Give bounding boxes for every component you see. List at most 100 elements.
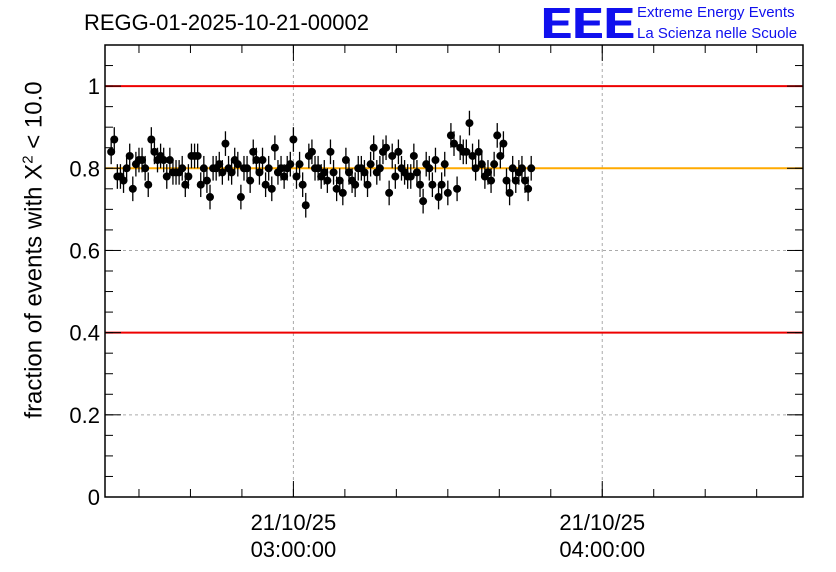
marker <box>264 164 273 173</box>
data-point <box>341 147 350 173</box>
marker <box>233 160 242 169</box>
data-point <box>474 139 483 165</box>
data-point <box>416 172 425 198</box>
data-point <box>147 127 156 152</box>
marker <box>412 168 421 177</box>
data-point <box>264 155 273 181</box>
data-point <box>351 172 360 198</box>
data-point <box>184 164 193 189</box>
data-point <box>236 184 245 210</box>
data-point <box>419 188 428 214</box>
marker <box>119 176 128 185</box>
marker <box>236 193 245 202</box>
marker <box>270 143 279 152</box>
marker <box>125 151 134 160</box>
marker <box>391 172 400 181</box>
marker <box>162 172 171 181</box>
marker <box>450 139 458 148</box>
marker <box>255 168 264 177</box>
marker <box>258 156 267 165</box>
marker <box>329 168 338 177</box>
data-point <box>406 164 415 189</box>
marker <box>215 160 224 169</box>
data-point <box>141 155 150 181</box>
data-point <box>221 131 230 156</box>
data-point <box>425 155 434 181</box>
data-point <box>128 176 137 202</box>
marker <box>202 176 211 185</box>
data-point <box>493 123 502 148</box>
data-point <box>517 155 526 181</box>
marker <box>138 156 147 165</box>
x-tick-date-label: 21/10/25 <box>559 510 645 535</box>
marker <box>483 168 492 177</box>
data-point <box>246 168 255 193</box>
data-point <box>258 147 267 173</box>
y-tick-label: 0.2 <box>69 403 100 428</box>
y-tick-label: 0.6 <box>69 238 100 263</box>
marker <box>218 168 227 177</box>
marker <box>128 184 137 193</box>
data-point <box>326 139 335 165</box>
marker <box>141 164 150 173</box>
data-point <box>409 143 418 169</box>
marker <box>243 164 252 173</box>
data-point <box>206 184 215 210</box>
data-point <box>159 147 168 173</box>
x-tick-date-label: 21/10/25 <box>251 510 337 535</box>
marker <box>292 172 301 181</box>
marker <box>122 164 131 173</box>
data-point <box>487 168 496 193</box>
data-point <box>499 131 508 156</box>
data-point <box>122 155 131 181</box>
marker <box>369 143 378 152</box>
data-point <box>388 143 397 169</box>
marker <box>524 184 533 193</box>
y-axis-label-chi: X <box>20 163 48 180</box>
data-point <box>162 164 171 189</box>
marker <box>295 160 304 169</box>
marker <box>409 151 418 160</box>
data-point <box>363 172 372 198</box>
data-point <box>440 151 449 177</box>
data-point <box>508 155 517 181</box>
data-point <box>437 172 446 198</box>
marker <box>382 143 391 152</box>
marker <box>280 172 289 181</box>
marker <box>474 147 483 156</box>
y-axis-label-exponent: 2 <box>19 155 37 164</box>
marker <box>437 180 446 189</box>
marker <box>199 164 208 173</box>
y-tick-label: 0.8 <box>69 156 100 181</box>
marker <box>375 164 384 173</box>
marker <box>428 180 437 189</box>
data-point <box>496 143 505 169</box>
plot-frame <box>104 44 804 498</box>
data-point <box>218 160 227 185</box>
marker <box>502 176 511 185</box>
marker <box>107 147 116 156</box>
data-point <box>434 184 443 210</box>
data-point <box>443 180 452 206</box>
data-point <box>255 160 264 185</box>
data-point <box>366 151 375 177</box>
data-point <box>471 155 480 181</box>
x-tick-time-label: 04:00:00 <box>559 537 645 562</box>
marker <box>332 184 341 193</box>
data-point <box>462 139 471 165</box>
marker <box>431 156 440 165</box>
y-tick-label: 1 <box>88 74 100 99</box>
marker <box>425 164 434 173</box>
grid-layer <box>105 45 803 497</box>
data-point <box>261 172 270 198</box>
data-point <box>196 172 205 198</box>
data-point <box>227 160 236 185</box>
marker <box>496 151 505 160</box>
marker <box>388 151 397 160</box>
marker <box>252 156 261 165</box>
marker <box>471 164 480 173</box>
data-point <box>144 172 153 198</box>
marker <box>434 193 443 202</box>
y-tick-label: 0 <box>88 485 100 510</box>
